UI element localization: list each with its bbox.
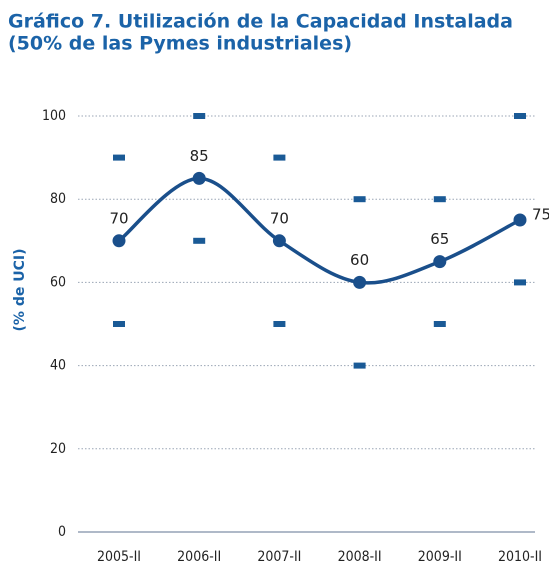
chart-title: Gráfico 7. Utilización de la Capacidad I… (8, 11, 513, 33)
range-marker (514, 113, 526, 119)
data-label: 70 (270, 209, 289, 227)
range-marker (273, 321, 286, 327)
range-marker (514, 279, 526, 286)
data-label: 60 (350, 251, 369, 269)
data-label: 70 (109, 209, 128, 227)
range-marker (433, 196, 446, 203)
point (433, 255, 447, 269)
range-marker (113, 321, 125, 327)
range-marker (353, 196, 366, 203)
x-tick-label: 2010-II (498, 549, 542, 565)
y-tick-label: 80 (50, 191, 66, 207)
range-marker (433, 321, 446, 327)
y-tick-label: 60 (50, 274, 66, 290)
y-tick-label: 0 (58, 524, 66, 540)
range-marker (273, 154, 286, 161)
x-tick-label: 2009-II (418, 549, 462, 565)
line (117, 176, 521, 285)
point (353, 275, 367, 289)
x-tick-label: 2006-II (177, 549, 221, 565)
chart-title: (50% de las Pymes industriales) (8, 33, 352, 55)
point (192, 171, 206, 185)
y-axis-label: (% de UCI) (12, 249, 28, 332)
range-marker (353, 362, 366, 369)
data-label: 85 (190, 147, 209, 165)
y-tick-label: 20 (50, 441, 66, 457)
range-marker (113, 154, 125, 161)
data-label: 75 (532, 206, 549, 224)
data-label: 65 (430, 230, 449, 248)
x-tick-label: 2008-II (338, 549, 382, 565)
y-tick-label: 40 (50, 358, 66, 374)
point (272, 234, 286, 248)
x-tick-label: 2005-II (97, 549, 141, 565)
x-tick-label: 2007-II (257, 549, 301, 565)
range-marker (193, 237, 206, 244)
point (112, 234, 126, 248)
range-marker (193, 113, 206, 119)
y-tick-label: 100 (42, 108, 66, 124)
point (513, 213, 527, 227)
